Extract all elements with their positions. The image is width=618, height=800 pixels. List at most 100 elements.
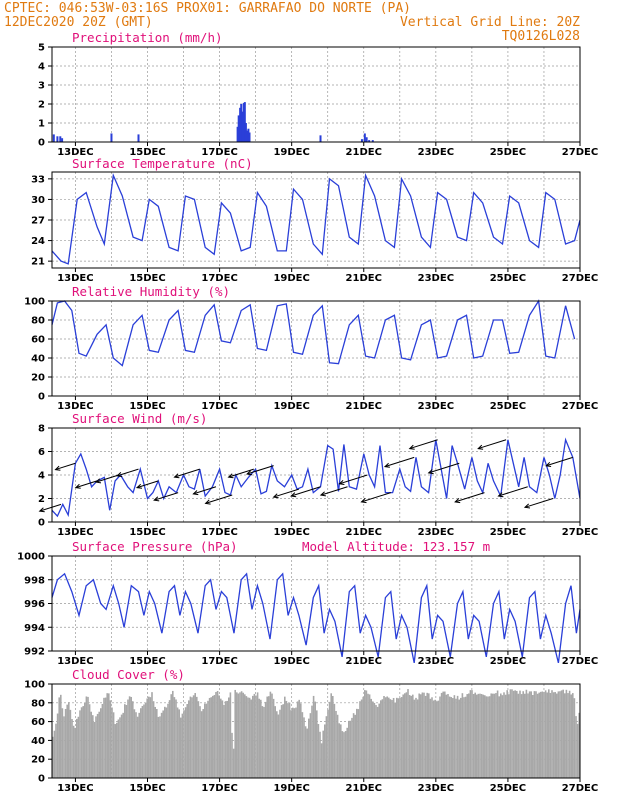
cloud-cover-bar xyxy=(434,699,436,778)
panel-pres-xtick-label: 21DEC xyxy=(346,656,382,667)
cloud-cover-bar xyxy=(442,691,444,778)
wind-arrow xyxy=(54,462,76,471)
cloud-cover-bar xyxy=(263,706,265,778)
cloud-cover-bar xyxy=(148,696,150,778)
panel-cloud-xtick-label: 25DEC xyxy=(490,783,526,794)
cloud-cover-bar xyxy=(160,712,163,778)
cloud-cover-bar xyxy=(424,695,427,778)
cloud-cover-bar xyxy=(559,691,561,778)
wind-arrow-head xyxy=(383,462,390,468)
precip-bar xyxy=(243,102,246,142)
wind-arrow-shaft xyxy=(95,474,119,483)
panel-pres-xtick-label: 17DEC xyxy=(201,656,237,667)
panel-precip-ytick-label: 1 xyxy=(38,119,45,130)
panel-rh-xtick-label: 13DEC xyxy=(57,401,93,412)
cloud-cover-bar xyxy=(100,708,102,778)
cloud-cover-bar xyxy=(196,696,198,778)
panel-temp-ytick-label: 21 xyxy=(31,257,45,268)
cloud-cover-bar xyxy=(141,705,144,778)
cloud-cover-bar xyxy=(517,693,520,778)
cloud-cover-bar xyxy=(477,693,480,778)
panel-cloud-xtick-label: 15DEC xyxy=(129,783,165,794)
cloud-cover-bar xyxy=(458,699,460,778)
wind-arrow xyxy=(545,456,573,467)
cloud-cover-bar xyxy=(436,701,438,778)
cloud-cover-bar xyxy=(316,710,318,778)
wind-arrow-head xyxy=(360,498,367,504)
cloud-cover-bar xyxy=(528,691,531,778)
cloud-cover-bar xyxy=(68,702,70,778)
cloud-cover-bar xyxy=(308,718,310,778)
cloud-cover-bar xyxy=(407,689,409,778)
cloud-cover-bar xyxy=(85,696,88,778)
panel-cloud: 0 20 40 60 80 100 13DEC 15DEC 17DEC 19DEC 21DEC 23D… xyxy=(24,667,598,794)
wind-arrow-shaft xyxy=(136,480,159,489)
cloud-cover-bar xyxy=(516,690,518,778)
panel-cloud-xtick-label: 21DEC xyxy=(346,783,382,794)
cloud-cover-bar xyxy=(194,693,196,778)
cloud-cover-bar xyxy=(573,698,576,778)
cloud-cover-bar xyxy=(440,692,443,778)
precip-bar xyxy=(248,132,251,142)
cloud-cover-bar xyxy=(74,727,76,778)
panel-precip-ytick-label: 0 xyxy=(38,138,45,149)
cloud-cover-bar xyxy=(327,709,329,778)
cloud-cover-bar xyxy=(540,691,542,778)
cloud-cover-bar xyxy=(269,691,272,778)
cloud-cover-bar xyxy=(493,693,496,778)
cloud-cover-bar xyxy=(146,698,148,778)
cloud-cover-bar xyxy=(503,692,505,778)
cloud-cover-bar xyxy=(472,694,475,778)
wind-arrow xyxy=(360,492,391,504)
cloud-cover-bar xyxy=(199,706,201,778)
precip-bar xyxy=(365,137,368,142)
cloud-cover-bar xyxy=(381,699,384,778)
wind-arrow xyxy=(454,492,485,504)
cloud-cover-bar xyxy=(261,706,264,778)
cloud-cover-bar xyxy=(463,697,465,778)
cloud-cover-bar xyxy=(255,695,257,778)
cloud-cover-bar xyxy=(210,697,212,778)
header-vertical-grid: Vertical Grid Line: 20Z xyxy=(400,15,580,30)
cloud-cover-bar xyxy=(192,695,195,778)
cloud-cover-bar xyxy=(402,694,404,778)
cloud-cover-bar xyxy=(143,704,145,778)
cloud-cover-bar xyxy=(282,704,284,778)
cloud-cover-bar xyxy=(234,689,236,778)
cloud-cover-bar xyxy=(362,696,364,778)
panel-pres-xtick-label: 13DEC xyxy=(57,656,93,667)
cloud-cover-bar xyxy=(95,716,97,778)
cloud-cover-bar xyxy=(180,717,182,778)
cloud-cover-bar xyxy=(330,693,332,778)
panel-precip-xtick-label: 17DEC xyxy=(201,147,237,158)
wind-arrow-head xyxy=(74,483,81,489)
cloud-cover-bar xyxy=(173,697,176,778)
panel-cloud-title: Cloud Cover (%) xyxy=(72,667,185,682)
cloud-cover-bar xyxy=(317,724,320,778)
cloud-cover-bar xyxy=(176,707,179,778)
panel-pres-frame xyxy=(51,555,581,652)
wind-arrow-head xyxy=(319,491,326,497)
precip-bar xyxy=(52,134,55,142)
cloud-cover-bar xyxy=(92,715,94,778)
panel-rh-xtick-label: 23DEC xyxy=(418,401,454,412)
wind-arrow-shaft xyxy=(39,503,62,512)
panel-wind-xtick-label: 17DEC xyxy=(201,527,237,538)
cloud-cover-bar xyxy=(229,692,232,778)
cloud-cover-bar xyxy=(500,693,502,778)
cloud-cover-bar xyxy=(237,693,240,778)
cloud-cover-bar xyxy=(476,694,478,778)
cloud-cover-bar xyxy=(468,693,470,778)
cloud-cover-bar xyxy=(220,698,222,778)
cloud-cover-bar xyxy=(388,697,390,778)
panel-precip-ytick-label: 5 xyxy=(38,43,45,54)
panel-wind-xtick-label: 13DEC xyxy=(57,527,93,538)
cloud-cover-bar xyxy=(383,696,385,778)
cloud-cover-bar xyxy=(207,700,209,778)
cloud-cover-bar xyxy=(253,693,256,778)
panel-pres-annotation: Model Altitude: 123.157 m xyxy=(302,539,490,554)
panel-precip-frame xyxy=(51,46,581,143)
precip-bar xyxy=(244,123,247,142)
wind-arrow xyxy=(477,439,507,450)
cloud-cover-bar xyxy=(519,690,521,778)
